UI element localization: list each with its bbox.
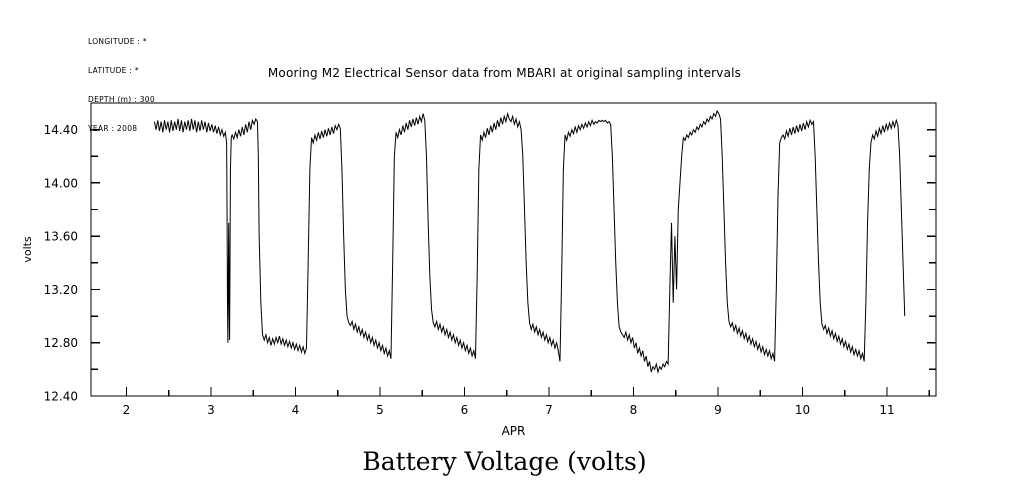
x-axis-title: APR [502,424,526,438]
x-tick-label: 4 [292,403,300,417]
y-tick-label: 12.80 [44,336,78,350]
metadata-block: LONGITUDE : * LATITUDE : * DEPTH (m) : 3… [88,18,155,143]
x-tick-label: 2 [123,403,131,417]
y-tick-label: 14.00 [44,176,78,190]
data-trace [153,109,906,374]
x-tick-label: 6 [461,403,469,417]
data-series-layer [153,109,906,374]
y-tick-label: 13.20 [44,283,78,297]
x-tick-label: 10 [795,403,810,417]
metadata-longitude: LONGITUDE : * [88,37,147,47]
figure-caption: Battery Voltage (volts) [362,447,647,476]
metadata-year: YEAR : 2008 [88,123,138,133]
x-tick-label: 5 [376,403,384,417]
metadata-latitude: LATITUDE : * [88,65,139,75]
x-tick-label: 3 [207,403,215,417]
y-tick-label: 12.40 [44,390,78,404]
y-axis-title: volts [21,236,34,263]
x-axis-tick-labels: 2 3 4 5 6 7 8 9 10 11 [123,403,895,417]
x-tick-label: 7 [545,403,553,417]
y-tick-label: 14.40 [44,123,78,137]
metadata-depth: DEPTH (m) : 300 [88,94,155,104]
x-tick-label: 11 [879,403,894,417]
chart-title: Mooring M2 Electrical Sensor data from M… [267,66,742,80]
y-axis-ticks [91,102,936,397]
x-axis-ticks [125,387,930,396]
y-axis-tick-labels: 12.40 12.80 13.20 13.60 14.00 14.40 [44,123,78,403]
x-tick-label: 9 [714,403,722,417]
y-tick-label: 13.60 [44,230,78,244]
plot-frame [90,102,937,397]
x-tick-label: 8 [630,403,638,417]
